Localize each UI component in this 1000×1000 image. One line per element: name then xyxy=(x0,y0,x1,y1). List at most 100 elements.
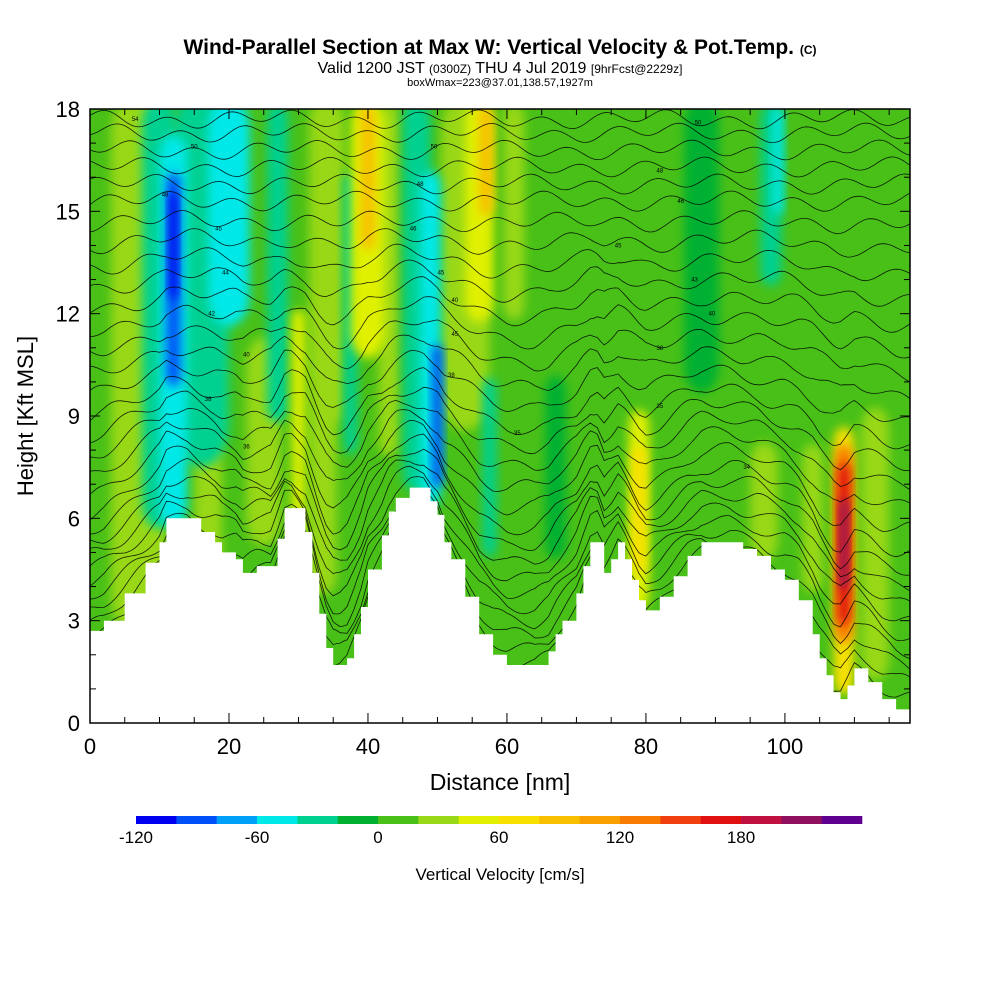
copyright-mark: (C) xyxy=(799,43,817,57)
valid-utc: (0300Z) xyxy=(429,62,472,76)
colorbar-swatch-4 xyxy=(297,816,338,824)
contour-label-2: 48 xyxy=(162,192,169,198)
contour-label-1: 50 xyxy=(191,145,198,151)
theta-contour-12 xyxy=(90,399,910,490)
colorbar-tick-label: 60 xyxy=(490,828,509,847)
theta-contour-18 xyxy=(90,296,910,359)
colorbar-swatch-7 xyxy=(418,816,459,824)
colorbar-swatch-16 xyxy=(781,816,822,824)
downdraft-cell-6 xyxy=(545,375,567,559)
colorbar-swatch-1 xyxy=(176,816,217,824)
contour-labels: 54 50 48 45 44 42 40 38 36 50 48 46 45 40 45 38 35 50 48 46… xyxy=(132,117,751,471)
updraft-cell-4 xyxy=(802,443,824,593)
y-tick-label: 15 xyxy=(56,199,80,224)
theta-contour-21 xyxy=(90,243,910,282)
theta-contours xyxy=(90,109,910,698)
x-axis-label: Distance [nm] xyxy=(430,769,571,795)
contour-label-15: 38 xyxy=(448,373,455,379)
colorbar-label: Vertical Velocity [cm/s] xyxy=(415,865,584,884)
valid-date: THU 4 Jul 2019 xyxy=(475,60,587,77)
colorbar-tick-label: -120 xyxy=(119,828,153,847)
contour-label-5: 42 xyxy=(208,312,215,318)
updraft-cell-3 xyxy=(503,109,525,320)
theta-contour-5 xyxy=(90,476,910,622)
colorbar-tick-label: 0 xyxy=(373,828,382,847)
chart-valid-time: Valid 1200 JST (0300Z) THU 4 Jul 2019 [9… xyxy=(0,60,1000,78)
colorbar-swatch-14 xyxy=(700,816,742,824)
contour-label-12: 45 xyxy=(438,271,445,277)
y-tick-label: 9 xyxy=(68,404,80,429)
theta-contour-10 xyxy=(90,419,910,532)
colorbar-tick-label: -60 xyxy=(245,828,270,847)
theta-contour-9 xyxy=(90,433,910,558)
x-tick-label: 80 xyxy=(634,734,658,759)
terrain xyxy=(90,487,910,723)
colorbar-swatch-8 xyxy=(458,816,500,824)
theta-contour-17 xyxy=(90,319,910,383)
plot-area: 54 50 48 45 44 42 40 38 36 50 48 46 45 40 45 38 35 50 48 46… xyxy=(90,109,910,723)
contour-label-23: 38 xyxy=(656,346,663,352)
updraft-cell-30 xyxy=(361,109,375,250)
colorbar-swatch-13 xyxy=(660,816,701,824)
updraft-cell-5 xyxy=(861,407,890,681)
colorbar-swatch-5 xyxy=(337,816,379,824)
updraft-cell-31 xyxy=(479,109,494,216)
contour-label-19: 46 xyxy=(677,199,684,205)
contour-label-13: 40 xyxy=(451,298,458,304)
contour-label-11: 46 xyxy=(410,226,417,232)
contour-label-7: 38 xyxy=(205,397,212,403)
contour-label-16: 35 xyxy=(514,431,521,437)
contour-label-18: 48 xyxy=(656,168,663,174)
downdraft-cell-16 xyxy=(267,109,289,423)
colorbar-swatch-12 xyxy=(620,816,661,824)
contour-label-20: 45 xyxy=(615,243,622,249)
y-tick-label: 12 xyxy=(56,302,80,327)
chart-title: Wind-Parallel Section at Max W: Vertical… xyxy=(0,36,1000,60)
downdraft-cell-33 xyxy=(432,344,443,488)
colorbar-swatch-11 xyxy=(579,816,621,824)
contour-label-4: 44 xyxy=(222,271,229,277)
theta-contour-16 xyxy=(90,334,910,399)
theta-contour-8 xyxy=(90,448,910,576)
downdraft-cell-19 xyxy=(482,377,497,557)
x-tick-label: 40 xyxy=(356,734,380,759)
y-tick-label: 6 xyxy=(68,506,80,531)
theta-contour-28 xyxy=(90,122,910,144)
y-tick-label: 0 xyxy=(68,711,80,736)
colorbar-swatch-3 xyxy=(257,816,298,824)
contour-label-9: 50 xyxy=(431,145,438,151)
theta-contour-14 xyxy=(90,367,910,450)
theta-contour-22 xyxy=(90,228,910,258)
x-tick-label: 20 xyxy=(217,734,241,759)
colorbar-swatch-15 xyxy=(741,816,782,824)
title-main: Wind-Parallel Section at Max W: Vertical… xyxy=(183,36,794,59)
theta-contour-13 xyxy=(90,386,910,472)
theta-contour-25 xyxy=(90,173,910,195)
contour-label-8: 36 xyxy=(243,445,250,451)
theta-contour-27 xyxy=(90,139,910,161)
box-info: boxWmax=223@37.01,138.57,1927m xyxy=(407,77,593,89)
contour-label-25: 34 xyxy=(743,465,750,471)
y-tick-label: 3 xyxy=(68,609,80,634)
theta-contour-6 xyxy=(90,465,910,602)
downdraft-cell-24 xyxy=(208,109,250,327)
updraft-cell-37 xyxy=(839,498,848,589)
theta-contour-15 xyxy=(90,349,910,422)
theta-contour-11 xyxy=(90,409,910,506)
x-tick-label: 60 xyxy=(495,734,519,759)
x-tick-label: 0 xyxy=(84,734,96,759)
forecast-info: [9hrFcst@2229z] xyxy=(590,62,683,76)
x-tick-label: 100 xyxy=(767,734,804,759)
contour-label-6: 40 xyxy=(243,353,250,359)
colorbar-tick-label: 120 xyxy=(606,828,634,847)
updraft-cell-12 xyxy=(750,441,778,561)
downdraft-cell-25 xyxy=(772,109,784,215)
colorbar-swatch-9 xyxy=(499,816,540,824)
updraft-cell-20 xyxy=(291,309,306,540)
contour-label-24: 35 xyxy=(656,404,663,410)
theta-contour-26 xyxy=(90,156,910,178)
contour-label-22: 40 xyxy=(709,312,716,318)
contour-label-17: 50 xyxy=(695,121,702,127)
contour-label-3: 45 xyxy=(215,226,222,232)
updraft-cell-28 xyxy=(632,445,646,574)
